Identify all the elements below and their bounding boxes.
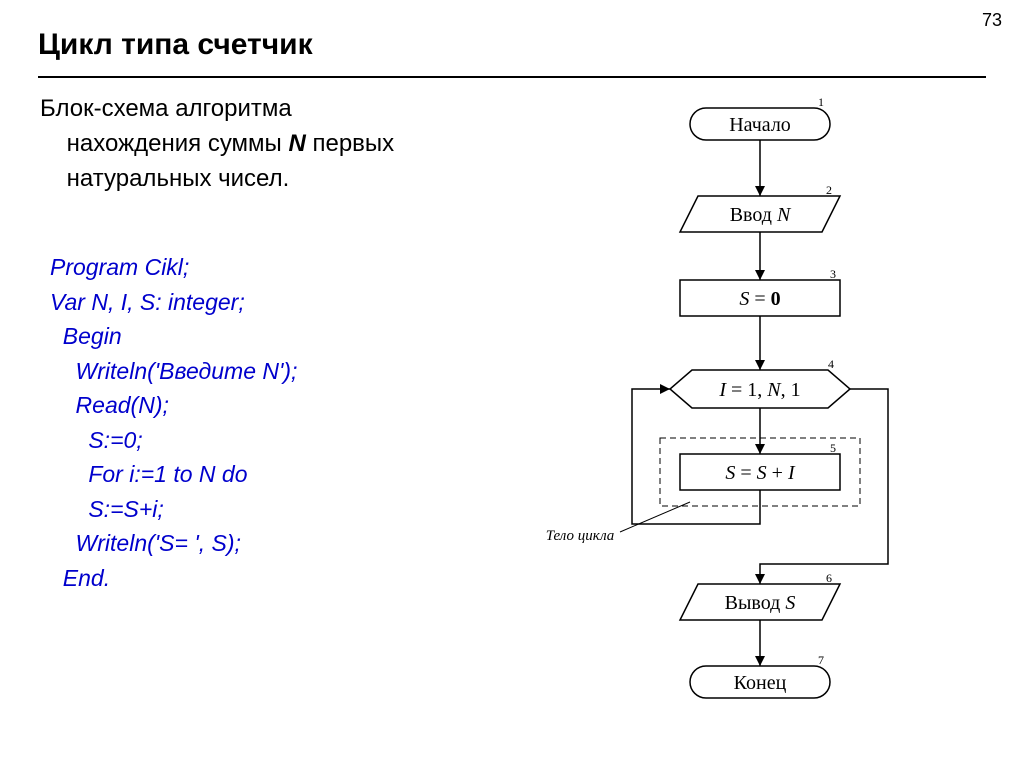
svg-text:Начало: Начало (729, 114, 791, 136)
slide-title: Цикл типа счетчик (38, 28, 313, 62)
svg-text:6: 6 (826, 571, 832, 585)
svg-text:Ввод N: Ввод N (730, 204, 792, 226)
svg-text:Конец: Конец (734, 672, 787, 694)
description-text: Блок-схема алгоритма нахождения суммы N … (40, 92, 480, 196)
page-number: 73 (982, 10, 1002, 31)
title-underline (38, 76, 986, 78)
svg-text:3: 3 (830, 267, 836, 281)
svg-text:7: 7 (818, 653, 824, 667)
svg-text:4: 4 (828, 357, 834, 371)
svg-text:S = S + I: S = S + I (725, 462, 796, 484)
desc-line2-bold: N (288, 130, 305, 157)
desc-line2-post: первых (306, 130, 394, 157)
desc-line2-pre: нахождения суммы (67, 130, 289, 157)
desc-line1: Блок-схема алгоритма (40, 95, 292, 122)
flowchart: Тело цикла Начало 1 Ввод N 2 S = 0 3 I = 1, N, … (500, 88, 1000, 728)
svg-text:Вывод S: Вывод S (725, 592, 796, 614)
svg-text:1: 1 (818, 95, 824, 109)
svg-text:Тело цикла: Тело цикла (546, 528, 615, 544)
svg-text:5: 5 (830, 441, 836, 455)
pascal-code: Program Cikl; Var N, I, S: integer; Begi… (50, 250, 490, 595)
svg-text:2: 2 (826, 183, 832, 197)
svg-text:I = 1, N, 1: I = 1, N, 1 (718, 379, 800, 401)
svg-text:S = 0: S = 0 (739, 288, 780, 310)
desc-line3: натуральных чисел. (67, 165, 290, 192)
